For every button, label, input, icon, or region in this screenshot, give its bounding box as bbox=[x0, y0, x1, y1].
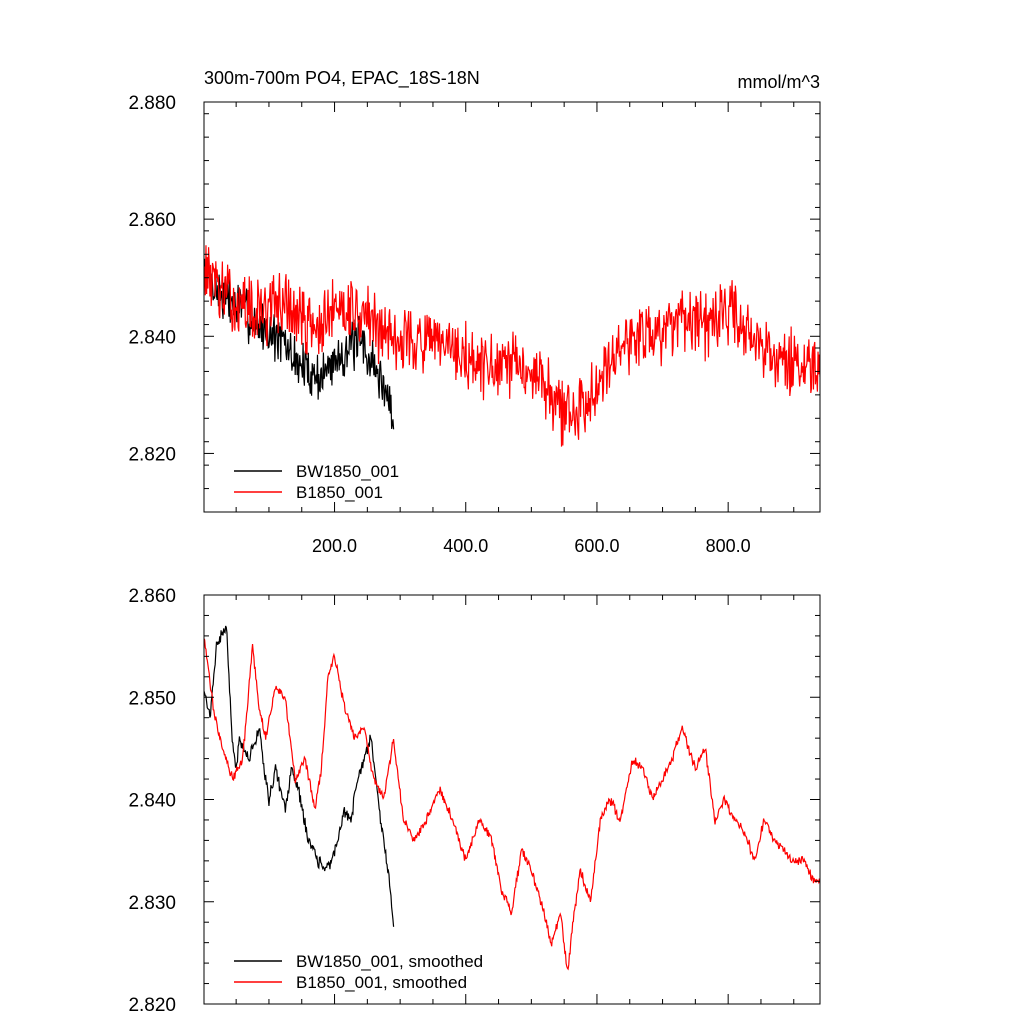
bottom-y-tick-label: 2.850 bbox=[128, 688, 176, 709]
top-panel: 300m-700m PO4, EPAC_18S-18N mmol/m^3 200… bbox=[128, 68, 821, 556]
top-series-line-1 bbox=[204, 245, 820, 447]
top-panel-title-left: 300m-700m PO4, EPAC_18S-18N bbox=[204, 68, 480, 89]
bottom-y-tick-label: 2.860 bbox=[128, 586, 176, 607]
top-series-group bbox=[204, 245, 820, 447]
top-x-tick-label: 600.0 bbox=[574, 536, 619, 556]
top-x-tick-label: 400.0 bbox=[443, 536, 488, 556]
top-x-tick-label: 800.0 bbox=[706, 536, 751, 556]
bottom-series-group bbox=[204, 625, 820, 971]
bottom-panel: 2.820 2.830 2.840 2.850 2.860 BW1850_001, sm… bbox=[128, 586, 821, 1016]
top-legend-label-bw1850: BW1850_001 bbox=[296, 462, 399, 481]
bottom-y-tick-label: 2.840 bbox=[128, 791, 176, 812]
bottom-y-tick-label: 2.820 bbox=[128, 995, 176, 1016]
top-y-tick-label: 2.820 bbox=[128, 444, 176, 465]
bottom-legend-label-bw1850: BW1850_001, smoothed bbox=[296, 952, 483, 971]
bottom-series-line-0 bbox=[204, 625, 395, 927]
top-series-line-0 bbox=[204, 257, 395, 430]
top-x-tick-label: 200.0 bbox=[312, 536, 357, 556]
top-y-tick-label: 2.860 bbox=[128, 210, 176, 231]
bottom-y-tick-label: 2.830 bbox=[128, 893, 176, 914]
top-y-tick-label: 2.880 bbox=[128, 93, 176, 114]
top-panel-title-right: mmol/m^3 bbox=[738, 72, 820, 92]
bottom-legend: BW1850_001, smoothed B1850_001, smoothed bbox=[234, 952, 483, 992]
top-ticks-group: 200.0 400.0 600.0 800.0 2.820 2.840 2.860 2.880 bbox=[128, 93, 820, 556]
top-legend: BW1850_001 B1850_001 bbox=[234, 462, 399, 502]
bottom-panel-frame bbox=[203, 594, 821, 1005]
top-legend-label-b1850: B1850_001 bbox=[296, 483, 383, 502]
bottom-legend-label-b1850: B1850_001, smoothed bbox=[296, 973, 467, 992]
top-y-tick-label: 2.840 bbox=[128, 327, 176, 348]
bottom-series-line-1 bbox=[204, 638, 820, 971]
top-panel-frame bbox=[203, 101, 821, 513]
